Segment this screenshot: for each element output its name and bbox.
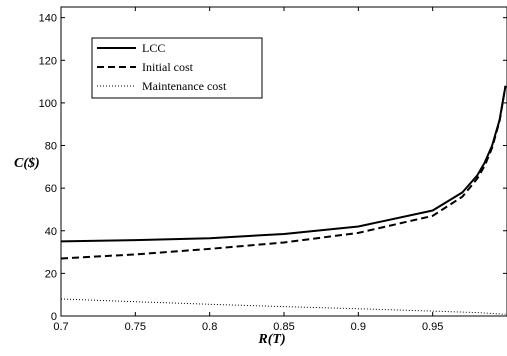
y-tick-label: 60 bbox=[45, 183, 57, 195]
y-tick-label: 100 bbox=[39, 98, 57, 110]
series-layer bbox=[60, 85, 507, 315]
x-tick-label: 0.8 bbox=[202, 321, 217, 333]
y-axis-label: C($) bbox=[14, 156, 40, 171]
x-tick-label: 0.7 bbox=[53, 321, 68, 333]
x-tick-label: 0.95 bbox=[422, 321, 443, 333]
y-tick-label: 80 bbox=[45, 141, 57, 153]
x-tick-label: 0.85 bbox=[273, 321, 294, 333]
legend-initial-label: Initial cost bbox=[142, 60, 194, 74]
x-axis-label: R(T) bbox=[257, 332, 285, 347]
y-tick-label: 120 bbox=[39, 55, 57, 67]
tick-layer: 0.7 0.75 0.8 0.85 0.9 0.95 0 20 40 60 80 100 120 140 bbox=[39, 7, 507, 333]
y-tick-label: 140 bbox=[39, 13, 57, 25]
series-line-initial-cost bbox=[60, 85, 507, 260]
y-tick-label: 40 bbox=[45, 226, 57, 238]
x-tick-label: 0.9 bbox=[351, 321, 366, 333]
legend: LCC Initial cost Maintenance cost bbox=[91, 37, 263, 99]
x-tick-label: 0.75 bbox=[125, 321, 146, 333]
legend-lcc-label: LCC bbox=[142, 41, 165, 55]
y-tick-label: 0 bbox=[51, 311, 57, 323]
y-tick-label: 20 bbox=[45, 268, 57, 280]
legend-maintenance-label: Maintenance cost bbox=[142, 79, 227, 93]
